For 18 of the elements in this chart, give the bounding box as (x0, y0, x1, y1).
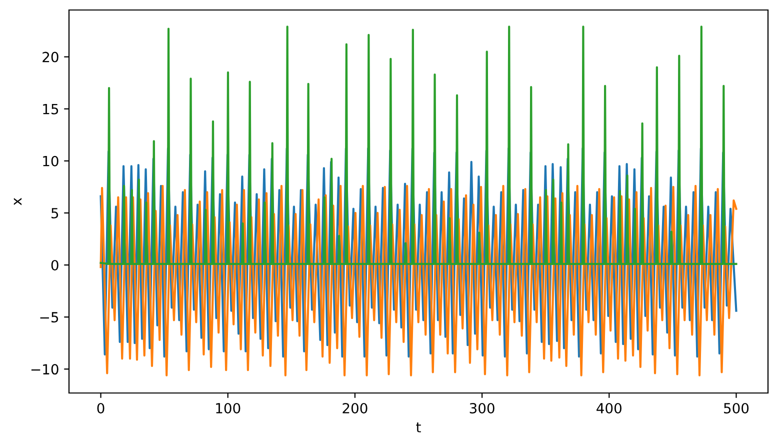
x-tick-label: 100 (216, 402, 240, 414)
y-tick-label: −10 (31, 364, 58, 375)
x-tick-label: 200 (342, 402, 368, 414)
y-tick-label: −5 (40, 312, 58, 322)
x-tick-label: 500 (724, 402, 749, 414)
y-tick-label: 0 (51, 260, 58, 270)
y-tick-label: 5 (52, 208, 58, 218)
y-tick-label: 15 (43, 104, 58, 114)
y-tick-label: 10 (43, 156, 58, 166)
line-series (100, 26, 738, 265)
x-tick-label: 400 (596, 402, 622, 414)
line-series (100, 147, 738, 358)
y-axis-title: x (14, 198, 22, 206)
line-series (100, 184, 738, 376)
x-tick-label: 300 (470, 402, 494, 414)
x-axis-title: t (416, 422, 421, 432)
y-tick-label: 20 (42, 52, 58, 62)
x-tick-label: 0 (97, 402, 104, 414)
